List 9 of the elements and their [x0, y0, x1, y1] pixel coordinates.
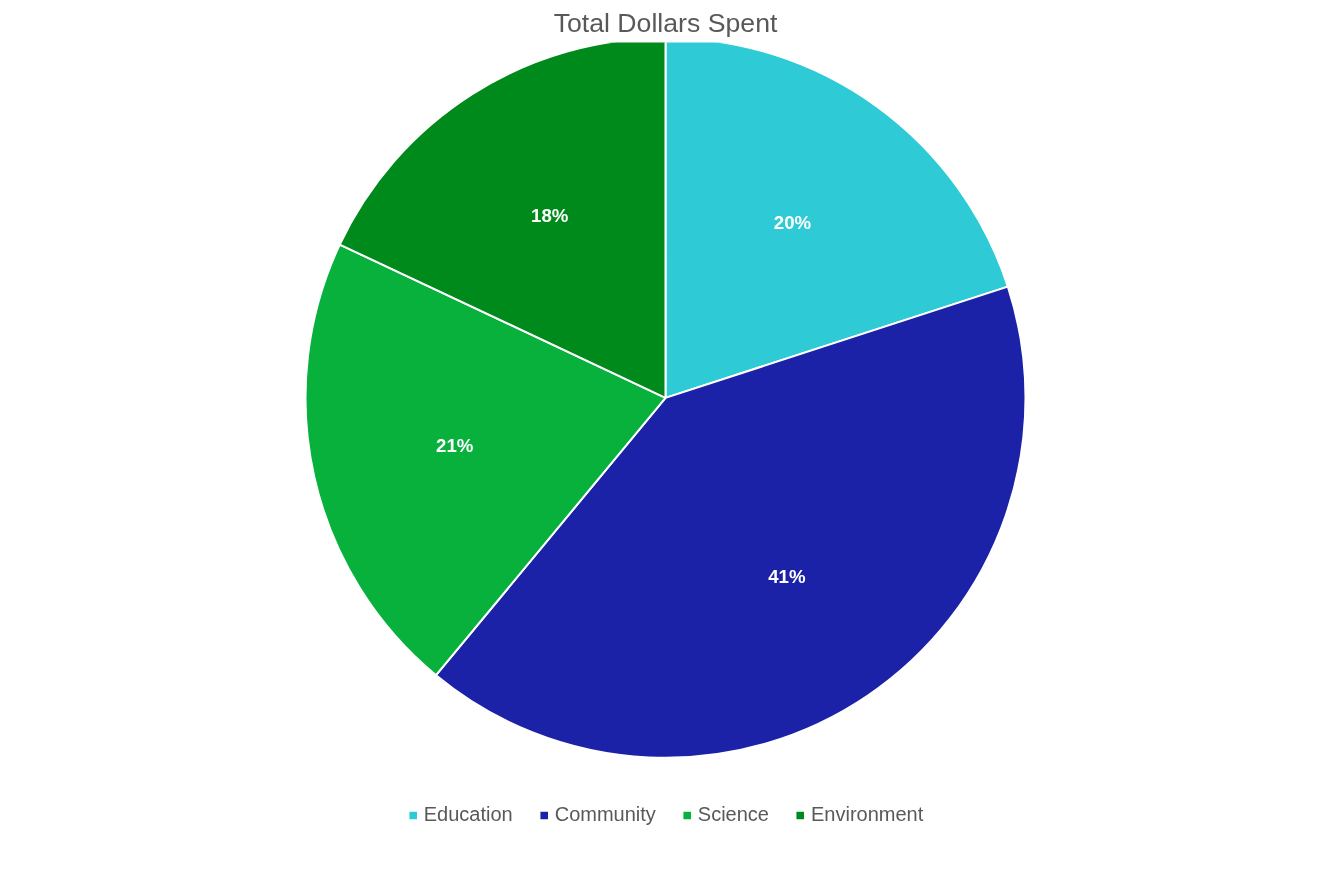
chart-title: Total Dollars Spent: [553, 7, 778, 38]
data-label: 21%: [436, 434, 474, 456]
legend-label: Science: [697, 803, 769, 826]
data-label: 18%: [531, 204, 569, 226]
data-label: 20%: [773, 212, 812, 234]
legend-label: Education: [423, 803, 513, 826]
legend-label: Community: [554, 803, 656, 826]
legend-label: Environment: [810, 803, 924, 826]
data-label: 41%: [768, 566, 806, 588]
